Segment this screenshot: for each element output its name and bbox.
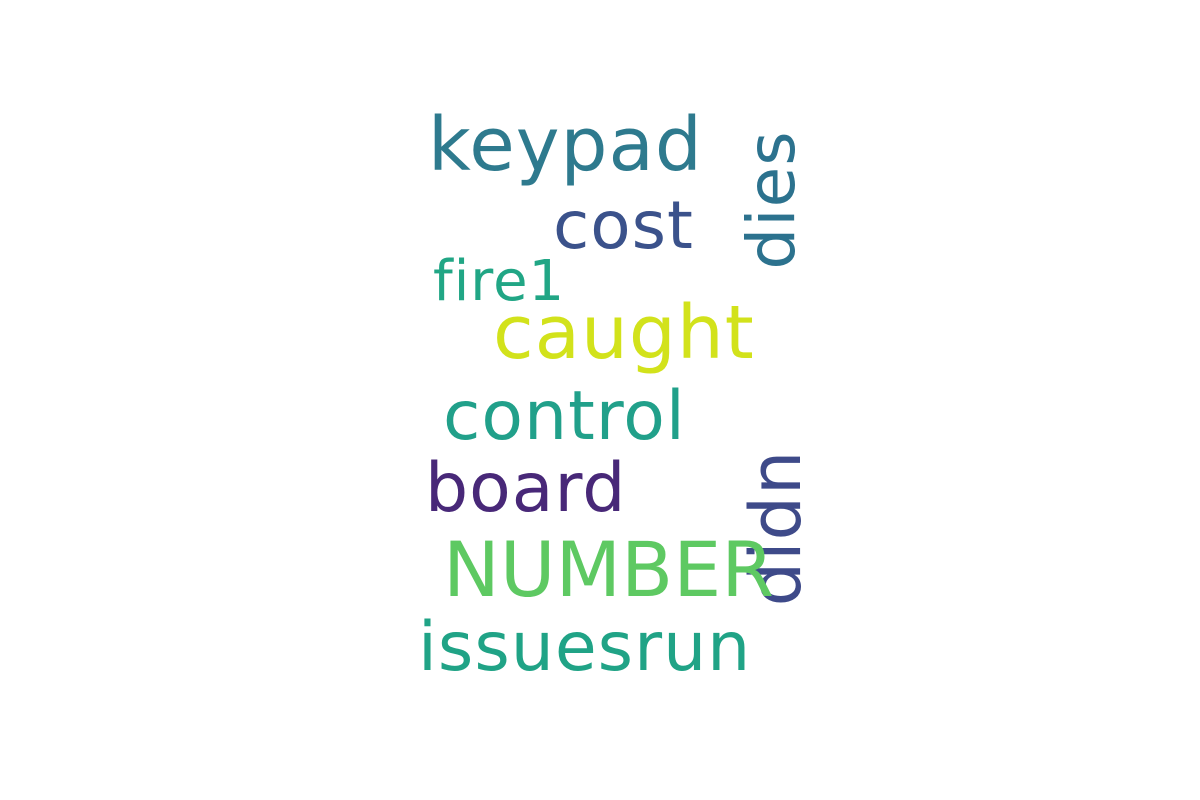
word-dies: dies [733,130,810,270]
word-number: NUMBER [443,525,775,614]
word-issuesrun: issuesrun [418,608,752,687]
word-fire1: fire1 [433,249,566,314]
word-control: control [443,377,686,456]
word-cost: cost [553,187,694,264]
word-caught: caught [493,290,755,376]
word-board: board [425,449,627,528]
word-keypad: keypad [428,102,703,188]
